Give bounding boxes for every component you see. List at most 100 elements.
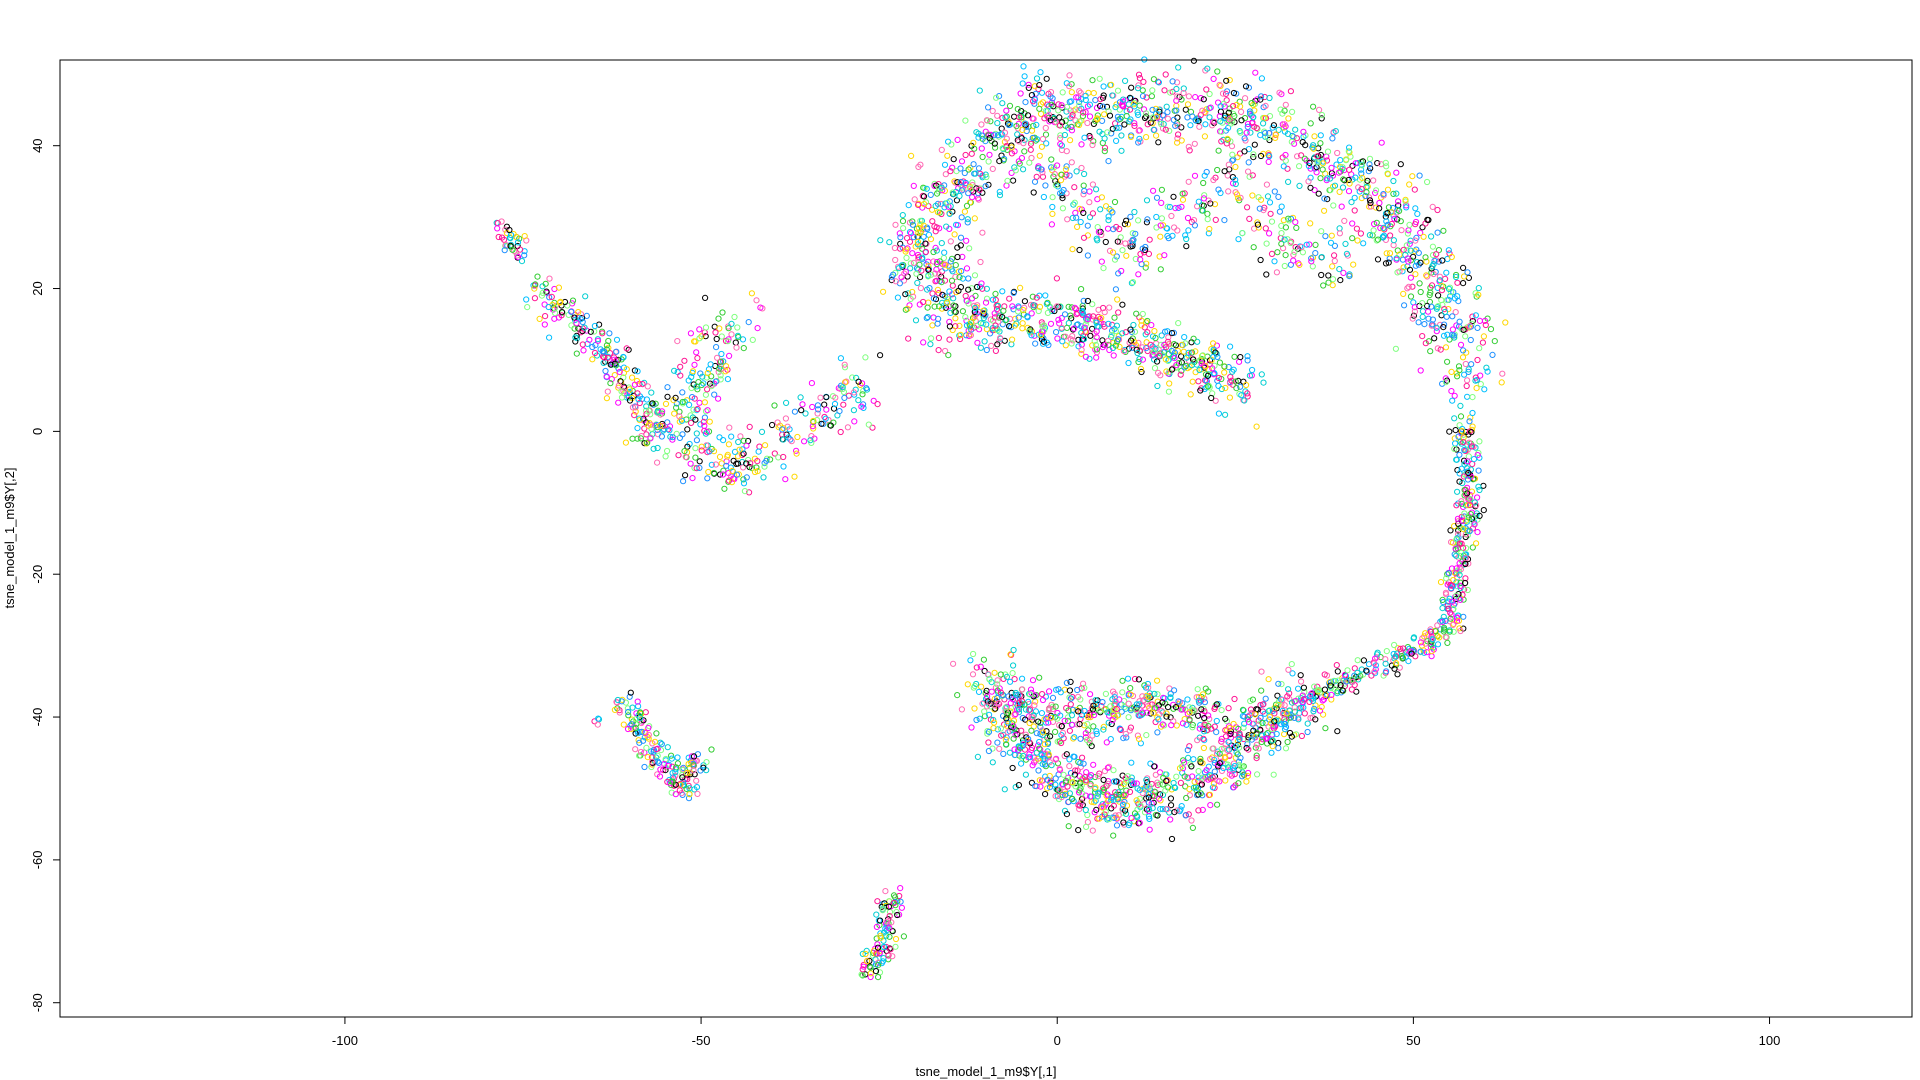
data-point — [1233, 385, 1240, 392]
data-point — [1154, 358, 1161, 365]
data-point — [968, 319, 975, 326]
data-point — [904, 245, 911, 252]
data-point — [1161, 771, 1169, 778]
data-point — [1257, 96, 1264, 103]
data-point — [1195, 774, 1202, 781]
data-point — [1412, 205, 1419, 212]
data-point — [1472, 312, 1480, 319]
data-point — [1221, 363, 1228, 370]
data-point — [1303, 241, 1310, 248]
data-point — [1168, 347, 1175, 355]
data-point — [1248, 100, 1255, 107]
data-point — [1253, 752, 1260, 759]
data-point — [1186, 743, 1193, 750]
data-point — [994, 739, 1001, 746]
data-point — [1167, 89, 1174, 96]
data-point — [1150, 76, 1158, 83]
data-point — [1171, 809, 1178, 816]
data-point — [1132, 230, 1139, 237]
data-point — [1041, 115, 1048, 122]
data-point — [1178, 763, 1186, 770]
data-point — [1068, 127, 1076, 134]
data-point — [1170, 779, 1177, 787]
data-point — [1404, 255, 1411, 262]
data-point — [1281, 107, 1288, 114]
data-point — [1317, 175, 1324, 182]
data-point — [1448, 585, 1455, 592]
data-point — [1123, 787, 1130, 794]
data-point — [1244, 390, 1251, 397]
data-point — [1254, 96, 1261, 103]
data-point — [1383, 648, 1390, 655]
data-point — [985, 104, 992, 111]
data-point — [902, 291, 909, 298]
data-point — [1342, 240, 1349, 247]
data-point — [950, 660, 957, 667]
data-point — [1383, 250, 1390, 257]
data-point — [1289, 108, 1296, 116]
data-point — [1038, 331, 1045, 338]
data-point — [1010, 289, 1017, 296]
data-point — [1080, 297, 1087, 304]
data-point — [1127, 213, 1134, 220]
data-point — [918, 267, 925, 274]
data-point — [1252, 744, 1259, 751]
data-point — [1210, 176, 1217, 184]
data-point — [1358, 162, 1366, 169]
data-point — [1476, 486, 1483, 494]
data-point — [1026, 739, 1033, 746]
data-point — [894, 294, 902, 301]
data-point — [1021, 148, 1028, 155]
data-point — [1308, 255, 1315, 262]
data-point — [1120, 348, 1128, 355]
data-point — [1376, 205, 1383, 212]
data-point — [1266, 94, 1273, 102]
data-point — [1318, 254, 1325, 261]
data-point — [1120, 819, 1127, 826]
data-point — [1352, 174, 1359, 181]
data-point — [1244, 393, 1251, 400]
data-point — [1178, 203, 1185, 210]
data-point — [1159, 806, 1166, 813]
data-point — [1002, 708, 1009, 715]
data-point — [1183, 243, 1190, 250]
data-point — [1152, 345, 1159, 353]
data-point — [1310, 145, 1317, 152]
data-point — [991, 669, 998, 676]
data-point — [896, 230, 903, 237]
data-point — [1374, 256, 1382, 263]
data-point — [1473, 385, 1480, 392]
data-point — [895, 265, 902, 272]
data-point — [1048, 221, 1056, 228]
data-point — [1089, 210, 1097, 217]
data-point — [1011, 164, 1018, 171]
data-point — [1080, 760, 1087, 767]
data-point — [1003, 673, 1011, 681]
data-point — [1318, 111, 1326, 119]
data-point — [1474, 494, 1481, 501]
data-point — [1209, 365, 1216, 372]
data-point — [992, 684, 1000, 691]
data-point — [934, 286, 942, 293]
data-point — [1373, 219, 1380, 226]
data-point — [1126, 345, 1133, 352]
data-point — [1164, 225, 1171, 232]
data-point — [1270, 771, 1277, 778]
data-point — [1109, 125, 1116, 132]
y-tick-label: -80 — [30, 993, 45, 1012]
data-point — [1112, 104, 1119, 111]
data-point — [1461, 371, 1468, 378]
data-point — [978, 132, 986, 139]
data-point — [1151, 365, 1159, 372]
data-point — [1165, 235, 1172, 242]
data-point — [1175, 64, 1182, 71]
data-point — [1206, 114, 1213, 121]
data-point — [1222, 777, 1229, 784]
data-point — [1440, 227, 1447, 234]
data-point — [1123, 113, 1130, 120]
data-point — [1447, 581, 1454, 588]
data-point — [1182, 106, 1189, 113]
data-point — [1446, 628, 1453, 635]
data-point — [1337, 277, 1344, 284]
data-point — [1136, 75, 1144, 82]
